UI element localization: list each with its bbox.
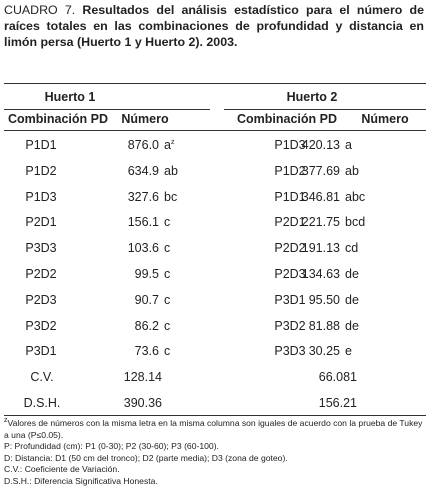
combination: P2D1 [25,215,57,230]
number: 103.6 [127,241,159,256]
significance: c [164,241,171,256]
bottom-rule [4,415,426,416]
number: 377.69 [301,163,340,178]
number: 420.13 [301,138,340,152]
number: 156.1 [127,215,159,230]
combination: P2D2 [274,241,306,256]
footnote: zValores de números con la misma letra e… [4,417,426,441]
significance: a [345,138,352,152]
number: 134.63 [301,267,340,281]
group-rule [224,109,426,110]
number: 327.6 [127,189,159,204]
caption-text: Resultados del análisis estadístico para… [4,3,424,49]
footnote-text: D: Distancia: D1 (50 cm del tronco); D2 … [4,452,288,463]
significance: ab [164,163,178,178]
significance: c [164,318,171,333]
combination: P1D1 [25,138,57,152]
combination: P1D2 [274,163,306,178]
significance: az [164,138,174,152]
combination: P2D1 [274,215,306,230]
column-header: Combinación PD [236,112,338,126]
significance-letter: a [164,138,171,152]
significance: e [345,344,352,359]
combination: P3D1 [274,292,306,307]
footnote-text: Valores de números con la misma letra en… [4,418,423,440]
number: 634.9 [127,163,159,178]
header-rule [4,130,426,131]
stat-value: 66.081 [318,370,357,385]
caption-label: CUADRO 7. [4,3,76,17]
significance: de [345,292,359,307]
significance: abc [345,189,366,204]
footnote-marker: z [4,417,8,425]
footnote: D.S.H.: Diferencia Significativa Honesta… [4,476,426,488]
group-header: Huerto 1 [44,90,96,104]
combination: P1D2 [25,163,57,178]
footnote-text: C.V.: Coeficiente de Variación. [4,464,120,474]
group-header: Huerto 2 [286,90,338,104]
number: 95.50 [308,292,340,307]
number: 876.0 [127,138,159,152]
footnote-text: P: Profundidad (cm): P1 (0-30); P2 (30-6… [4,441,219,451]
number: 30.25 [308,344,340,359]
combination: P3D2 [25,318,57,333]
number: 191.13 [301,241,340,256]
footnote: D: Distancia: D1 (50 cm del tronco); D2 … [4,453,426,465]
combination: P2D3 [25,292,57,307]
combination: P3D3 [274,344,306,359]
significance: de [345,318,359,333]
combination: P2D3 [274,267,306,281]
significance: bc [164,189,178,204]
group-rule [4,109,210,110]
column-header: Número [121,112,169,126]
number: 73.6 [134,344,159,359]
significance: c [164,344,171,359]
combination: P1D3 [25,189,57,204]
number: 86.2 [134,318,159,333]
footnote: C.V.: Coeficiente de Variación. [4,464,426,476]
stat-value: 156.21 [318,396,357,410]
combination: P3D1 [25,344,57,359]
footnotes: zValores de números con la misma letra e… [4,417,426,488]
number: 81.88 [308,318,340,333]
number: 346.81 [301,189,340,204]
number: 221.75 [301,215,340,230]
number: 99.5 [134,267,159,281]
footnote-marker: z [170,138,175,146]
number: 90.7 [134,292,159,307]
significance: bcd [345,215,366,230]
combination: P1D1 [274,189,306,204]
significance: c [164,215,171,230]
significance: cd [345,241,359,256]
column-header: Número [361,112,409,126]
significance: ab [345,163,359,178]
combination: P3D2 [274,318,306,333]
column-header: Combinación PD [7,112,109,126]
stat-label: C.V. [30,370,54,385]
significance: c [164,292,171,307]
significance: de [345,267,359,281]
footnote-text: D.S.H.: Diferencia Significativa Honesta… [4,475,158,486]
combination: P1D3 [274,138,306,152]
caption: CUADRO 7. Resultados del análisis estadí… [4,2,424,50]
stat-label: D.S.H. [23,396,61,410]
top-rule [4,83,426,84]
stat-value: 128.14 [123,370,162,385]
combination: P3D3 [25,241,57,256]
combination: P2D2 [25,267,57,281]
footnote: P: Profundidad (cm): P1 (0-30); P2 (30-6… [4,441,426,453]
significance: c [164,267,171,281]
stat-value: 390.36 [123,396,162,410]
